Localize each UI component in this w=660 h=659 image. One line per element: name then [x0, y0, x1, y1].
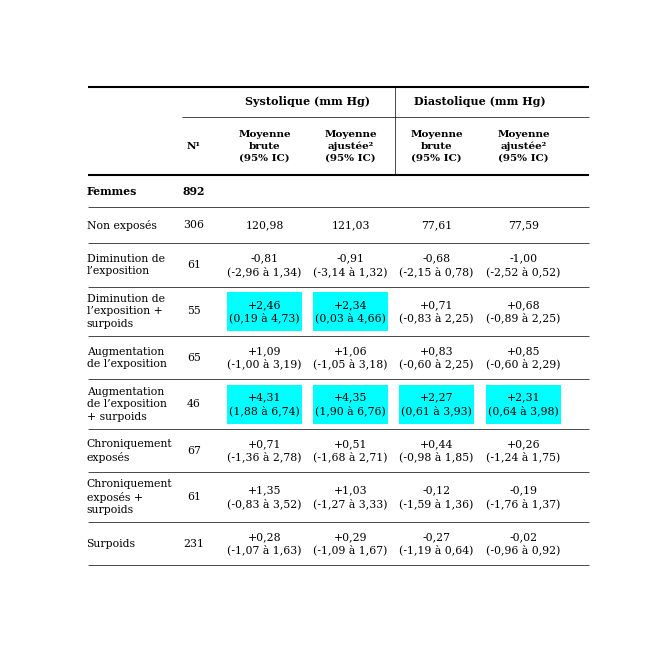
FancyBboxPatch shape: [227, 385, 302, 424]
Text: +2,31
(0,64 à 3,98): +2,31 (0,64 à 3,98): [488, 393, 559, 416]
FancyBboxPatch shape: [313, 292, 388, 331]
Text: Moyenne
ajustée²
(95% IC): Moyenne ajustée² (95% IC): [324, 130, 377, 163]
Text: Moyenne
brute
(95% IC): Moyenne brute (95% IC): [410, 130, 463, 163]
Text: 892: 892: [183, 186, 205, 197]
Text: 61: 61: [187, 260, 201, 270]
Text: Femmes: Femmes: [86, 186, 137, 197]
FancyBboxPatch shape: [313, 385, 388, 424]
Text: Augmentation
de l’exposition
+ surpoids: Augmentation de l’exposition + surpoids: [86, 387, 166, 422]
Text: -0,12
(-1,59 à 1,36): -0,12 (-1,59 à 1,36): [399, 486, 474, 509]
Text: +0,26
(-1,24 à 1,75): +0,26 (-1,24 à 1,75): [486, 439, 560, 463]
Text: Moyenne
ajustée²
(95% IC): Moyenne ajustée² (95% IC): [497, 130, 550, 163]
Text: 120,98: 120,98: [246, 220, 284, 230]
FancyBboxPatch shape: [399, 385, 475, 424]
Text: +1,03
(-1,27 à 3,33): +1,03 (-1,27 à 3,33): [314, 486, 388, 509]
Text: Moyenne
brute
(95% IC): Moyenne brute (95% IC): [238, 130, 291, 163]
Text: 46: 46: [187, 399, 201, 409]
Text: N¹: N¹: [187, 142, 201, 151]
Text: Augmentation
de l’exposition: Augmentation de l’exposition: [86, 347, 166, 369]
Text: 306: 306: [183, 220, 205, 230]
Text: 61: 61: [187, 492, 201, 502]
FancyBboxPatch shape: [486, 385, 561, 424]
Text: Chroniquement
exposés: Chroniquement exposés: [86, 439, 172, 463]
FancyBboxPatch shape: [227, 292, 302, 331]
Text: +2,46
(0,19 à 4,73): +2,46 (0,19 à 4,73): [229, 300, 300, 323]
Text: +0,28
(-1,07 à 1,63): +0,28 (-1,07 à 1,63): [227, 532, 302, 556]
Text: -0,02
(-0,96 à 0,92): -0,02 (-0,96 à 0,92): [486, 532, 560, 556]
Text: -1,00
(-2,52 à 0,52): -1,00 (-2,52 à 0,52): [486, 253, 560, 277]
Text: +1,35
(-0,83 à 3,52): +1,35 (-0,83 à 3,52): [227, 486, 302, 509]
Text: +0,51
(-1,68 à 2,71): +0,51 (-1,68 à 2,71): [314, 439, 388, 463]
Text: +0,71
(-0,83 à 2,25): +0,71 (-0,83 à 2,25): [399, 300, 474, 323]
Text: 77,61: 77,61: [421, 220, 452, 230]
Text: Systolique (mm Hg): Systolique (mm Hg): [245, 96, 370, 107]
Text: +0,68
(-0,89 à 2,25): +0,68 (-0,89 à 2,25): [486, 300, 560, 323]
Text: +4,35
(1,90 à 6,76): +4,35 (1,90 à 6,76): [315, 393, 386, 416]
Text: 55: 55: [187, 306, 201, 316]
Text: +0,71
(-1,36 à 2,78): +0,71 (-1,36 à 2,78): [227, 439, 302, 463]
Text: -0,91
(-3,14 à 1,32): -0,91 (-3,14 à 1,32): [314, 253, 388, 277]
Text: 77,59: 77,59: [508, 220, 539, 230]
Text: Non exposés: Non exposés: [86, 219, 156, 231]
Text: -0,68
(-2,15 à 0,78): -0,68 (-2,15 à 0,78): [399, 253, 474, 277]
Text: +0,85
(-0,60 à 2,29): +0,85 (-0,60 à 2,29): [486, 346, 560, 370]
Text: Diminution de
l’exposition +
surpoids: Diminution de l’exposition + surpoids: [86, 294, 164, 329]
Text: Diastolique (mm Hg): Diastolique (mm Hg): [414, 96, 546, 107]
Text: 231: 231: [183, 538, 205, 549]
Text: 65: 65: [187, 353, 201, 363]
Text: +2,27
(0,61 à 3,93): +2,27 (0,61 à 3,93): [401, 393, 472, 416]
Text: 121,03: 121,03: [331, 220, 370, 230]
Text: Surpoids: Surpoids: [86, 538, 135, 549]
Text: +4,31
(1,88 à 6,74): +4,31 (1,88 à 6,74): [229, 393, 300, 416]
Text: -0,27
(-1,19 à 0,64): -0,27 (-1,19 à 0,64): [399, 532, 474, 556]
Text: +1,06
(-1,05 à 3,18): +1,06 (-1,05 à 3,18): [314, 346, 388, 370]
Text: -0,19
(-1,76 à 1,37): -0,19 (-1,76 à 1,37): [486, 486, 560, 509]
Text: Diminution de
l’exposition: Diminution de l’exposition: [86, 254, 164, 276]
Text: +2,34
(0,03 à 4,66): +2,34 (0,03 à 4,66): [315, 300, 386, 323]
Text: 67: 67: [187, 445, 201, 456]
Text: +0,29
(-1,09 à 1,67): +0,29 (-1,09 à 1,67): [314, 532, 387, 556]
Text: +1,09
(-1,00 à 3,19): +1,09 (-1,00 à 3,19): [227, 346, 302, 370]
Text: +0,83
(-0,60 à 2,25): +0,83 (-0,60 à 2,25): [399, 346, 474, 370]
Text: -0,81
(-2,96 à 1,34): -0,81 (-2,96 à 1,34): [228, 253, 302, 277]
Text: Chroniquement
exposés +
surpoids: Chroniquement exposés + surpoids: [86, 479, 172, 515]
Text: +0,44
(-0,98 à 1,85): +0,44 (-0,98 à 1,85): [399, 439, 474, 463]
